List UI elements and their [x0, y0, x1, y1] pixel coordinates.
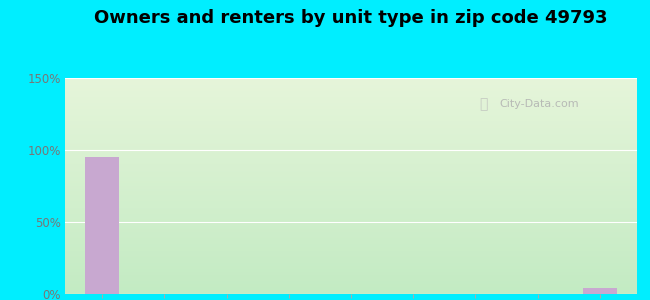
Text: City-Data.com: City-Data.com	[500, 99, 579, 109]
Bar	[85, 157, 120, 294]
Text: Owners and renters by unit type in zip code 49793: Owners and renters by unit type in zip c…	[94, 9, 608, 27]
Bar	[582, 288, 617, 294]
Text: ⦾: ⦾	[480, 97, 488, 111]
